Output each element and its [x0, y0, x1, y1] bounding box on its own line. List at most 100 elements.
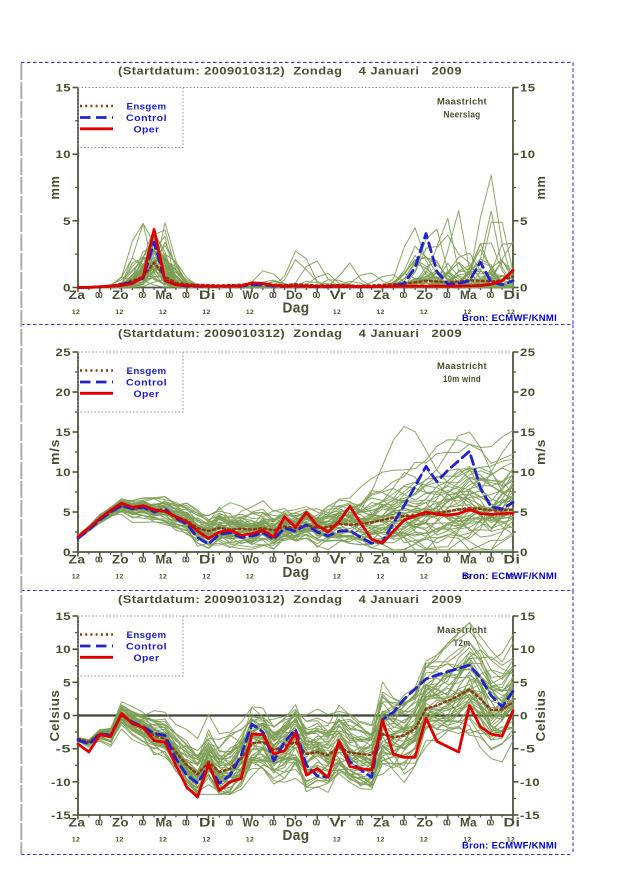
svg-text:Oper: Oper [134, 389, 160, 400]
svg-text:00: 00 [182, 291, 190, 300]
svg-text:Zo: Zo [417, 818, 434, 830]
svg-text:12: 12 [115, 309, 123, 316]
svg-text:25: 25 [520, 347, 536, 359]
svg-text:-10: -10 [51, 777, 71, 789]
svg-text:12: 12 [202, 574, 210, 581]
svg-text:00: 00 [95, 819, 103, 828]
svg-text:m/s: m/s [48, 439, 62, 465]
svg-text:Wo: Wo [243, 290, 260, 302]
svg-text:Dag: Dag [283, 565, 310, 581]
svg-text:Do: Do [286, 555, 303, 567]
svg-text:Ma: Ma [460, 290, 477, 302]
svg-text:Dag: Dag [283, 301, 310, 317]
svg-text:Do: Do [286, 290, 303, 302]
svg-text:00: 00 [269, 291, 277, 300]
svg-text:5: 5 [63, 507, 71, 519]
svg-text:10: 10 [56, 467, 72, 479]
svg-text:12: 12 [507, 574, 515, 581]
svg-text:Bron: ECMWF/KNMI: Bron: ECMWF/KNMI [462, 571, 557, 582]
svg-text:-15: -15 [520, 810, 540, 822]
svg-text:0: 0 [520, 711, 528, 723]
svg-text:Di: Di [504, 818, 521, 830]
svg-text:Di: Di [199, 555, 216, 567]
svg-text:25: 25 [56, 347, 72, 359]
svg-text:Wo: Wo [243, 555, 260, 567]
svg-text:Zo: Zo [417, 290, 434, 302]
svg-text:20: 20 [520, 387, 536, 399]
svg-text:00: 00 [400, 291, 408, 300]
svg-text:10: 10 [520, 149, 536, 161]
svg-text:00: 00 [443, 556, 451, 565]
svg-text:12: 12 [376, 574, 384, 581]
svg-text:Di: Di [199, 818, 216, 830]
svg-text:00: 00 [313, 291, 321, 300]
svg-text:12: 12 [463, 574, 471, 581]
svg-text:m/s: m/s [534, 439, 548, 465]
svg-text:Za: Za [373, 290, 390, 302]
svg-text:12: 12 [333, 837, 341, 844]
svg-text:00: 00 [313, 556, 321, 565]
svg-text:Control: Control [126, 642, 167, 653]
svg-text:12: 12 [115, 837, 123, 844]
svg-text:00: 00 [226, 556, 234, 565]
svg-text:20: 20 [56, 387, 72, 399]
svg-text:Vr: Vr [330, 555, 347, 567]
svg-text:Di: Di [504, 555, 521, 567]
svg-text:00: 00 [139, 556, 147, 565]
svg-text:12: 12 [463, 837, 471, 844]
svg-text:Vr: Vr [330, 290, 347, 302]
svg-text:Ma: Ma [156, 818, 173, 830]
svg-text:Di: Di [504, 290, 521, 302]
svg-text:-15: -15 [51, 810, 71, 822]
svg-text:00: 00 [487, 291, 495, 300]
svg-text:Ensgem: Ensgem [127, 102, 167, 113]
svg-text:12: 12 [72, 574, 80, 581]
svg-text:15: 15 [56, 427, 72, 439]
svg-text:Oper: Oper [134, 653, 160, 664]
svg-text:15: 15 [520, 611, 536, 623]
svg-text:Dag: Dag [283, 828, 310, 844]
svg-text:00: 00 [139, 819, 147, 828]
svg-text:12: 12 [246, 309, 254, 316]
svg-text:Control: Control [126, 113, 167, 124]
svg-text:T2m: T2m [454, 638, 471, 648]
svg-text:0: 0 [63, 547, 71, 559]
svg-text:10m wind: 10m wind [443, 374, 481, 384]
svg-text:00: 00 [95, 291, 103, 300]
svg-text:12: 12 [246, 837, 254, 844]
svg-text:12: 12 [115, 574, 123, 581]
svg-text:Za: Za [69, 555, 86, 567]
svg-text:Celsius: Celsius [48, 690, 62, 742]
svg-text:12: 12 [72, 309, 80, 316]
svg-text:(Startdatum: 2009010312) Zond: (Startdatum: 2009010312) Zondag 4 Januar… [118, 594, 462, 606]
svg-text:Control: Control [126, 378, 167, 389]
svg-text:0: 0 [63, 283, 71, 295]
svg-text:00: 00 [226, 291, 234, 300]
svg-text:Za: Za [69, 290, 86, 302]
svg-text:10: 10 [520, 467, 536, 479]
svg-text:-10: -10 [520, 777, 540, 789]
svg-text:Zo: Zo [112, 555, 129, 567]
svg-text:00: 00 [356, 556, 364, 565]
svg-text:00: 00 [182, 556, 190, 565]
svg-text:Ma: Ma [460, 555, 477, 567]
svg-text:00: 00 [269, 556, 277, 565]
svg-text:12: 12 [246, 574, 254, 581]
svg-text:Celsius: Celsius [534, 690, 548, 742]
svg-text:00: 00 [443, 819, 451, 828]
svg-text:12: 12 [376, 837, 384, 844]
svg-text:00: 00 [487, 556, 495, 565]
svg-text:00: 00 [443, 291, 451, 300]
svg-text:Zo: Zo [417, 555, 434, 567]
svg-text:12: 12 [507, 837, 515, 844]
svg-text:Zo: Zo [112, 290, 129, 302]
svg-text:12: 12 [72, 837, 80, 844]
svg-text:Ensgem: Ensgem [127, 366, 167, 377]
svg-text:00: 00 [182, 819, 190, 828]
svg-text:0: 0 [520, 283, 528, 295]
svg-text:12: 12 [507, 309, 515, 316]
svg-text:Za: Za [373, 818, 390, 830]
svg-text:Oper: Oper [134, 124, 160, 135]
svg-text:Wo: Wo [243, 818, 260, 830]
svg-text:00: 00 [356, 819, 364, 828]
